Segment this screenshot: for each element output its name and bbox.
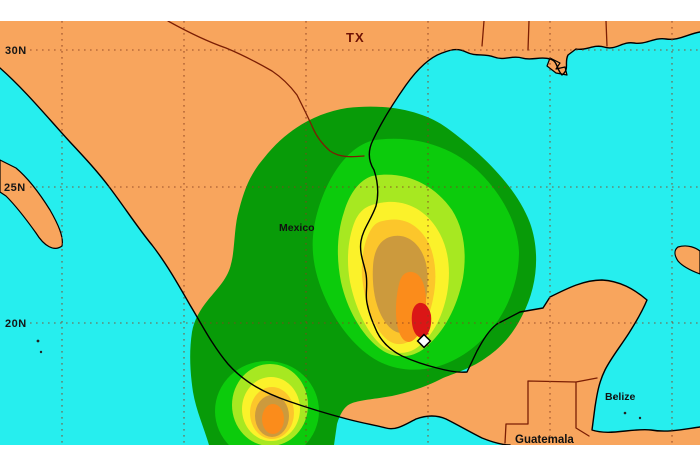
us-state-borders — [481, 21, 608, 51]
coastlines — [0, 31, 700, 445]
belize-caye-island — [638, 416, 642, 420]
map-area: 30N 25N 20N TX Mexico Belize Guatemala — [0, 21, 700, 446]
pacific-coastline — [0, 67, 511, 445]
baja-california — [0, 159, 63, 249]
latitude-label-25n: 25N — [4, 182, 26, 194]
region-label-mexico: Mexico — [279, 222, 315, 234]
islas-marias-island — [36, 339, 40, 343]
contour-orange-sw — [262, 404, 284, 434]
contour-red-core — [411, 302, 432, 339]
islas-marias-island — [39, 350, 43, 354]
graticule — [30, 21, 700, 445]
map-labels: 30N 25N 20N TX Mexico Belize Guatemala — [4, 30, 636, 446]
gulf-coastline — [359, 31, 700, 433]
guatemala-belize-borders — [504, 377, 598, 444]
region-label-tx: TX — [346, 30, 365, 45]
pacific-ocean — [0, 68, 510, 445]
latitude-label-20n: 20N — [5, 318, 27, 330]
belize-caye-island — [623, 411, 627, 415]
rio-grande-border — [167, 21, 365, 158]
cuba — [674, 245, 700, 275]
region-label-belize: Belize — [605, 391, 636, 403]
storm-position-marker — [416, 333, 432, 349]
political-borders — [167, 21, 608, 444]
latitude-label-30n: 30N — [5, 45, 27, 57]
region-label-guatemala: Guatemala — [515, 434, 574, 446]
belize-caye-island — [612, 396, 616, 400]
